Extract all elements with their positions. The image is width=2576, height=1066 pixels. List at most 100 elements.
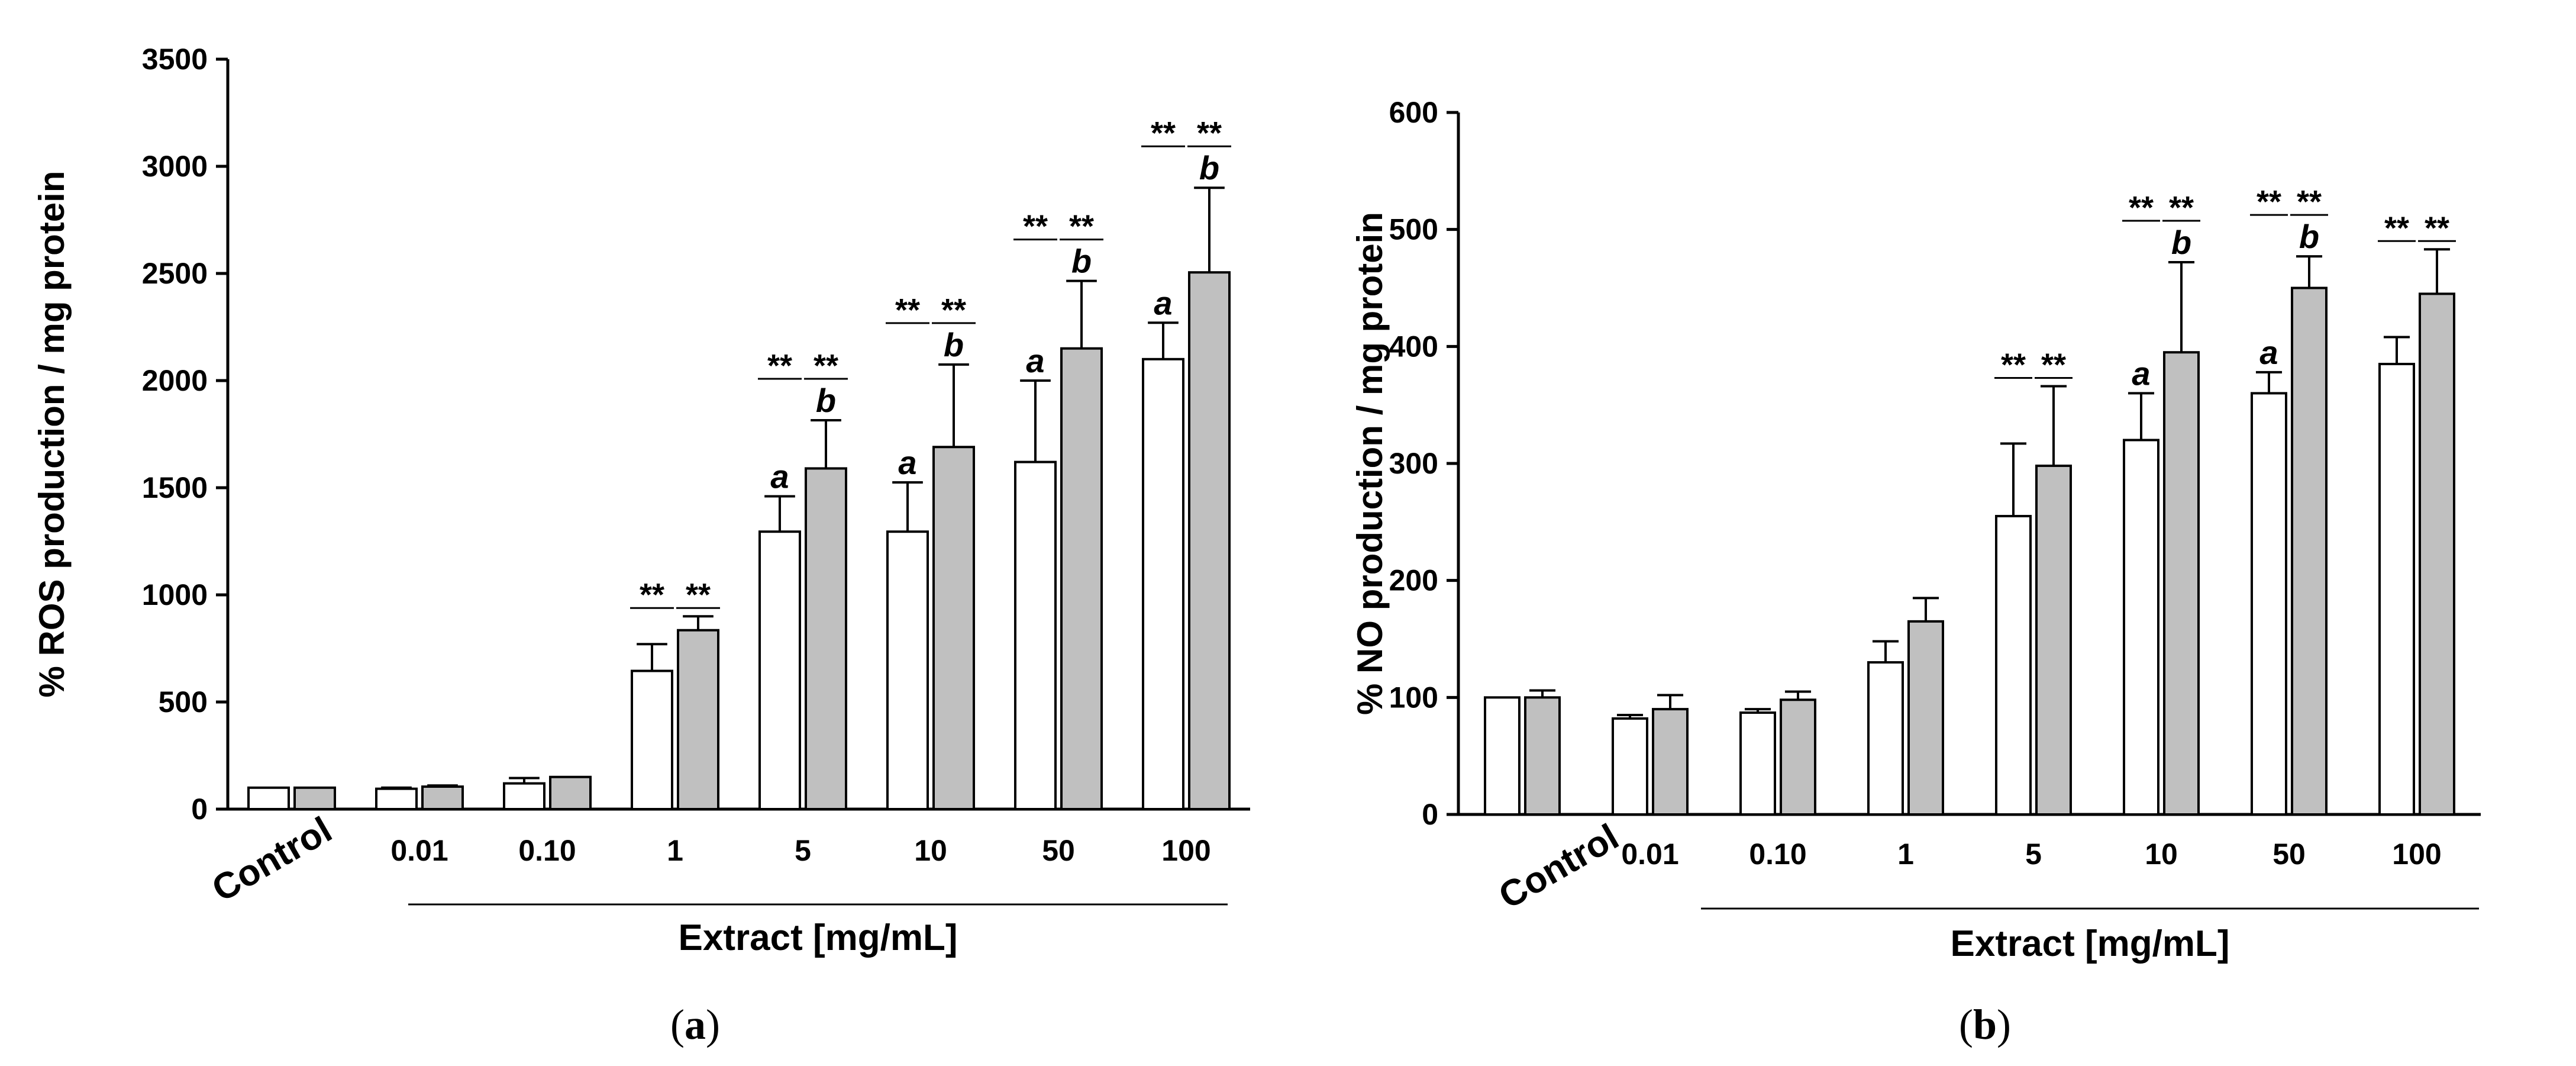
y-tick-label: 0 bbox=[1422, 798, 1438, 831]
bar-white bbox=[1995, 514, 2032, 816]
significance-marker: ** bbox=[2001, 347, 2026, 383]
y-tick-label: 200 bbox=[1389, 564, 1438, 597]
significance-letter: a bbox=[2132, 355, 2150, 392]
x-tick-label: 50 bbox=[1042, 834, 1075, 867]
x-tick-label: 100 bbox=[2392, 838, 2441, 871]
significance-letter: b bbox=[2299, 218, 2319, 255]
significance-marker: ** bbox=[1069, 209, 1094, 244]
bar-white bbox=[1484, 696, 1521, 816]
bar-white bbox=[2378, 362, 2415, 816]
y-tick-label: 600 bbox=[1389, 96, 1438, 129]
bar-grey bbox=[2291, 286, 2328, 816]
x-axis-title: Extract [mg/mL] bbox=[679, 917, 958, 958]
x-tick-label: 0.10 bbox=[518, 834, 576, 867]
significance-letter: a bbox=[2259, 334, 2278, 371]
y-tick-label: 500 bbox=[159, 685, 208, 719]
y-tick-label: 3000 bbox=[142, 150, 208, 183]
significance-marker: ** bbox=[2257, 184, 2281, 220]
panel-label: (a) bbox=[670, 1001, 720, 1048]
significance-marker: ** bbox=[814, 348, 838, 384]
bar-grey bbox=[932, 446, 975, 810]
bar-white bbox=[503, 782, 545, 811]
significance-marker: ** bbox=[895, 292, 920, 328]
bar-white bbox=[375, 787, 418, 810]
y-tick-label: 2500 bbox=[142, 257, 208, 290]
bar-white bbox=[1739, 711, 1776, 816]
bar-white bbox=[247, 786, 290, 811]
bar-grey bbox=[1780, 698, 1816, 816]
significance-marker: ** bbox=[2425, 210, 2449, 246]
y-tick-label: 0 bbox=[191, 793, 208, 826]
significance-letter: a bbox=[1026, 342, 1044, 379]
x-tick-label: 50 bbox=[2272, 838, 2306, 871]
x-tick-label: Control bbox=[205, 809, 338, 910]
bar-grey bbox=[2419, 292, 2455, 816]
x-tick-label: 5 bbox=[795, 834, 811, 867]
bar-grey bbox=[1524, 696, 1561, 816]
bar-grey bbox=[293, 786, 336, 811]
significance-letter: b bbox=[944, 326, 964, 363]
x-tick-label: 10 bbox=[2145, 838, 2178, 871]
y-tick-label: 100 bbox=[1389, 681, 1438, 714]
significance-letter: b bbox=[816, 382, 836, 419]
y-tick-label: 300 bbox=[1389, 447, 1438, 480]
x-tick-label: 100 bbox=[1161, 834, 1210, 867]
x-axis-title: Extract [mg/mL] bbox=[1951, 923, 2230, 964]
y-tick-label: 2000 bbox=[142, 364, 208, 397]
significance-marker: ** bbox=[1023, 209, 1048, 244]
x-tick-label: 0.10 bbox=[1749, 838, 1806, 871]
significance-letter: b bbox=[1199, 149, 1219, 186]
significance-letter: a bbox=[898, 444, 916, 481]
bar-white bbox=[1867, 661, 1904, 816]
bar-white bbox=[2251, 392, 2287, 816]
significance-marker: ** bbox=[2041, 347, 2066, 383]
y-tick-label: 1500 bbox=[142, 471, 208, 504]
significance-marker: ** bbox=[2169, 190, 2194, 226]
significance-marker: ** bbox=[686, 577, 711, 613]
significance-letter: a bbox=[770, 458, 789, 495]
y-tick-label: 1000 bbox=[142, 578, 208, 611]
bar-white bbox=[1612, 717, 1648, 816]
significance-marker: ** bbox=[2129, 190, 2154, 226]
bar-white bbox=[758, 530, 801, 811]
significance-marker: ** bbox=[2297, 184, 2322, 220]
y-axis-title: % NO production / mg protein bbox=[1350, 212, 1390, 715]
x-tick-label: 5 bbox=[2025, 838, 2042, 871]
chart-panel-a: 0 500 1000 1500 2000 2500 3000 3500 % ROS produc… bbox=[32, 43, 1250, 1048]
significance-letter: b bbox=[1071, 243, 1092, 280]
bar-grey bbox=[1907, 620, 1944, 816]
bar-grey bbox=[805, 467, 847, 810]
panel-label: (b) bbox=[1959, 1001, 2011, 1048]
bar-grey bbox=[1652, 708, 1689, 816]
bar-grey bbox=[421, 785, 464, 810]
bar-white bbox=[1142, 358, 1184, 810]
bar-grey bbox=[2163, 351, 2200, 816]
bar-white bbox=[886, 530, 929, 811]
bar-white bbox=[631, 669, 673, 811]
significance-marker: ** bbox=[1151, 115, 1176, 151]
y-tick-label: 400 bbox=[1389, 330, 1438, 363]
x-tick-label: 0.01 bbox=[1621, 838, 1678, 871]
x-tick-label: 1 bbox=[1897, 838, 1914, 871]
bar-white bbox=[1014, 460, 1057, 810]
significance-marker: ** bbox=[1197, 115, 1222, 151]
significance-marker: ** bbox=[941, 292, 966, 328]
x-tick-label: Control bbox=[1492, 816, 1625, 917]
chart-panel-b: 0 100 200 300 400 500 600 % NO production / mg … bbox=[1350, 96, 2481, 1048]
significance-letter: a bbox=[1154, 284, 1172, 321]
x-tick-label: 0.01 bbox=[390, 834, 448, 867]
bar-grey bbox=[677, 629, 719, 810]
x-tick-label: 10 bbox=[914, 834, 947, 867]
bar-white bbox=[2123, 439, 2159, 816]
y-tick-label: 3500 bbox=[142, 43, 208, 76]
bar-grey bbox=[1060, 347, 1103, 810]
significance-marker: ** bbox=[2384, 210, 2409, 246]
y-axis-title: % ROS production / mg protein bbox=[32, 171, 72, 698]
significance-marker: ** bbox=[767, 348, 792, 384]
bar-grey bbox=[2035, 464, 2072, 816]
bar-grey bbox=[1188, 271, 1231, 810]
significance-letter: b bbox=[2171, 224, 2191, 261]
x-tick-label: 1 bbox=[667, 834, 683, 867]
y-tick-label: 500 bbox=[1389, 213, 1438, 246]
